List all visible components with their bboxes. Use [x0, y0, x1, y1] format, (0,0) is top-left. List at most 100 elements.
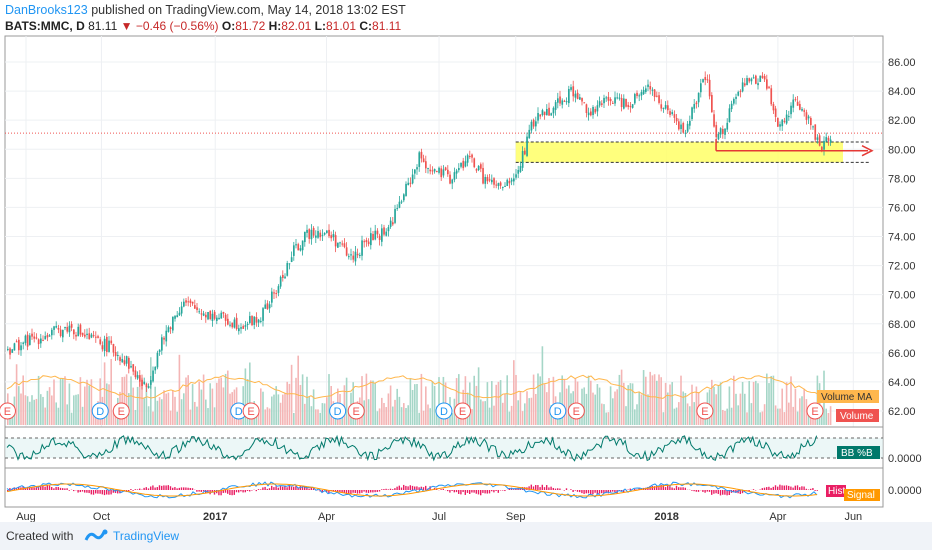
- candle-body: [805, 112, 808, 120]
- volume-bar: [766, 373, 768, 425]
- candle-body: [185, 300, 187, 303]
- candle-body: [739, 90, 742, 92]
- volume-bar: [361, 376, 363, 425]
- volume-bar: [273, 394, 275, 425]
- earnings-marker[interactable]: [242, 402, 260, 420]
- volume-bar: [614, 391, 616, 425]
- macd-hist-bar: [484, 490, 486, 494]
- candle-body: [422, 158, 425, 163]
- candle-body: [559, 96, 561, 104]
- macd-hist-bar: [244, 490, 246, 493]
- earnings-marker[interactable]: [567, 402, 585, 420]
- volume-bar: [647, 394, 649, 425]
- macd-hist-bar: [268, 488, 271, 490]
- candle-body: [97, 336, 99, 338]
- macd-hist-bar: [554, 488, 557, 490]
- price-chart[interactable]: 86.00 84.00 82.00 80.00 78.00 76.00 74.00 72.00…: [0, 0, 932, 522]
- macd-hist-bar: [576, 490, 579, 492]
- earnings-marker[interactable]: [696, 402, 714, 420]
- volume-bar: [205, 399, 207, 425]
- candle-body: [768, 86, 770, 88]
- macd-hist-bar: [552, 487, 554, 490]
- macd-hist-bar: [154, 487, 156, 490]
- candle-body: [367, 241, 370, 245]
- volume-bar: [469, 382, 471, 425]
- candle-body: [42, 339, 44, 341]
- marker-label: E: [4, 406, 11, 418]
- symbol-label[interactable]: BATS:MMC, D: [5, 19, 85, 33]
- high-value: 82.01: [281, 19, 312, 33]
- tradingview-logo-icon[interactable]: [84, 528, 110, 544]
- macd-hist-bar: [752, 489, 755, 490]
- candle-body: [488, 179, 491, 181]
- macd-hist-bar: [458, 490, 460, 494]
- candle-body: [647, 84, 649, 87]
- dividend-marker[interactable]: [329, 402, 347, 420]
- macd-hist-bar: [603, 490, 605, 494]
- volume-bar: [750, 403, 753, 425]
- earnings-marker[interactable]: [454, 402, 472, 420]
- macd-hist-bar: [713, 490, 715, 494]
- dividend-marker[interactable]: [91, 402, 109, 420]
- volume-bar: [211, 388, 214, 425]
- candle-body: [614, 97, 616, 104]
- volume-bar: [407, 405, 409, 425]
- macd-hist-bar: [64, 488, 66, 490]
- macd-hist-bar: [198, 490, 200, 492]
- close-label: C:: [359, 19, 373, 33]
- candle-body: [444, 167, 447, 171]
- macd-hist-bar: [449, 490, 451, 493]
- dividend-marker[interactable]: [435, 402, 453, 420]
- candle-body: [477, 165, 480, 171]
- dividend-marker[interactable]: [549, 402, 567, 420]
- volume-bar: [328, 374, 330, 425]
- earnings-marker[interactable]: [0, 402, 16, 420]
- volume-bar: [803, 388, 805, 425]
- macd-hist-bar: [416, 486, 418, 490]
- volume-bar: [163, 390, 165, 425]
- candle-body: [462, 160, 465, 169]
- tradingview-brand-link[interactable]: TradingView: [113, 529, 180, 543]
- volume-bar: [504, 393, 506, 425]
- candle-body: [627, 104, 630, 107]
- candle-body: [37, 339, 40, 345]
- macd-hist-bar: [779, 484, 781, 490]
- signal-line: [6, 483, 818, 497]
- volume-bar: [174, 396, 176, 425]
- candle-body: [29, 335, 31, 345]
- macd-hist-bar: [169, 486, 172, 490]
- volume-bar: [561, 375, 563, 425]
- candle-body: [563, 100, 566, 102]
- macd-hist-bar: [777, 486, 779, 490]
- macd-hist-bar: [502, 490, 504, 491]
- candle-body: [825, 137, 828, 142]
- macd-hist-bar: [585, 490, 587, 494]
- macd-hist-bar: [255, 490, 257, 492]
- volume-bar: [389, 385, 392, 425]
- candle-body: [711, 95, 713, 113]
- candle-body: [172, 316, 174, 331]
- macd-hist-bar: [257, 489, 260, 490]
- candle-body: [466, 155, 469, 163]
- earnings-marker[interactable]: [347, 402, 365, 420]
- candle-body: [119, 357, 121, 362]
- candle-body: [440, 168, 443, 178]
- volume-bar: [733, 375, 735, 425]
- macd-hist-bar: [350, 490, 352, 494]
- volume-bar: [486, 382, 489, 425]
- volume-bar: [387, 393, 390, 425]
- candle-body: [286, 263, 289, 276]
- candle-body: [370, 233, 372, 246]
- volume-bar: [198, 381, 200, 425]
- candle-body: [161, 337, 163, 351]
- macd-hist-bar: [662, 484, 664, 490]
- volume-bar: [220, 377, 222, 425]
- candle-body: [35, 337, 38, 339]
- author-link[interactable]: DanBrooks123: [5, 3, 88, 17]
- candle-body: [317, 231, 319, 238]
- candle-body: [464, 161, 467, 167]
- earnings-marker[interactable]: [806, 402, 824, 420]
- bb-label: BB %B: [841, 448, 873, 459]
- earnings-marker[interactable]: [112, 402, 130, 420]
- macd-hist-bar: [697, 490, 700, 492]
